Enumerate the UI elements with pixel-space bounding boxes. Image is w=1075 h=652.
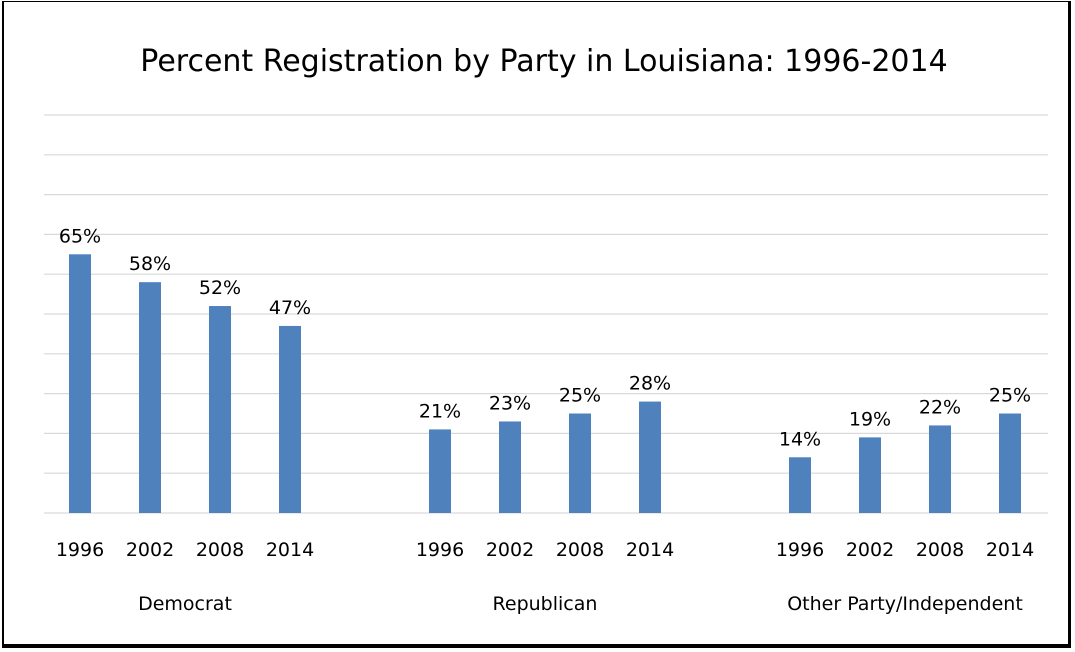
labels: 65% 1996 58% 2002 52% 2008 47% 2014 Democrat 21% 1… <box>56 225 1034 615</box>
data-label: 23% <box>489 392 531 414</box>
data-label: 14% <box>779 428 821 450</box>
bar <box>789 457 811 513</box>
data-label: 25% <box>559 385 601 407</box>
gridlines <box>44 114 1048 514</box>
data-label: 58% <box>129 253 171 275</box>
bar <box>859 437 881 513</box>
bar <box>929 425 951 513</box>
x-tick-label: 2014 <box>266 539 314 561</box>
data-label: 25% <box>989 385 1031 407</box>
bar <box>279 325 301 513</box>
bar <box>569 413 591 513</box>
bar <box>639 401 661 513</box>
x-tick-label: 2008 <box>556 539 604 561</box>
group-label: Democrat <box>138 593 232 615</box>
group-label: Republican <box>493 593 598 615</box>
bar <box>499 421 521 513</box>
x-tick-label: 1996 <box>56 539 104 561</box>
data-label: 52% <box>199 277 241 299</box>
data-label: 21% <box>419 400 461 422</box>
group-label: Other Party/Independent <box>787 593 1023 615</box>
x-tick-label: 2008 <box>916 539 964 561</box>
x-tick-label: 1996 <box>416 539 464 561</box>
data-label: 47% <box>269 297 311 319</box>
x-tick-label: 1996 <box>776 539 824 561</box>
x-tick-label: 2008 <box>196 539 244 561</box>
x-tick-label: 2002 <box>486 539 534 561</box>
bar <box>69 254 91 514</box>
x-tick-label: 2014 <box>986 539 1034 561</box>
bars <box>69 254 1021 514</box>
data-label: 65% <box>59 225 101 247</box>
data-label: 22% <box>919 396 961 418</box>
x-tick-label: 2002 <box>846 539 894 561</box>
data-label: 19% <box>849 408 891 430</box>
x-tick-label: 2002 <box>126 539 174 561</box>
bar <box>429 429 451 513</box>
data-label: 28% <box>629 373 671 395</box>
bar <box>999 413 1021 513</box>
x-tick-label: 2014 <box>626 539 674 561</box>
chart-title: Percent Registration by Party in Louisia… <box>140 44 947 79</box>
bar <box>209 306 231 513</box>
bar <box>139 282 161 513</box>
